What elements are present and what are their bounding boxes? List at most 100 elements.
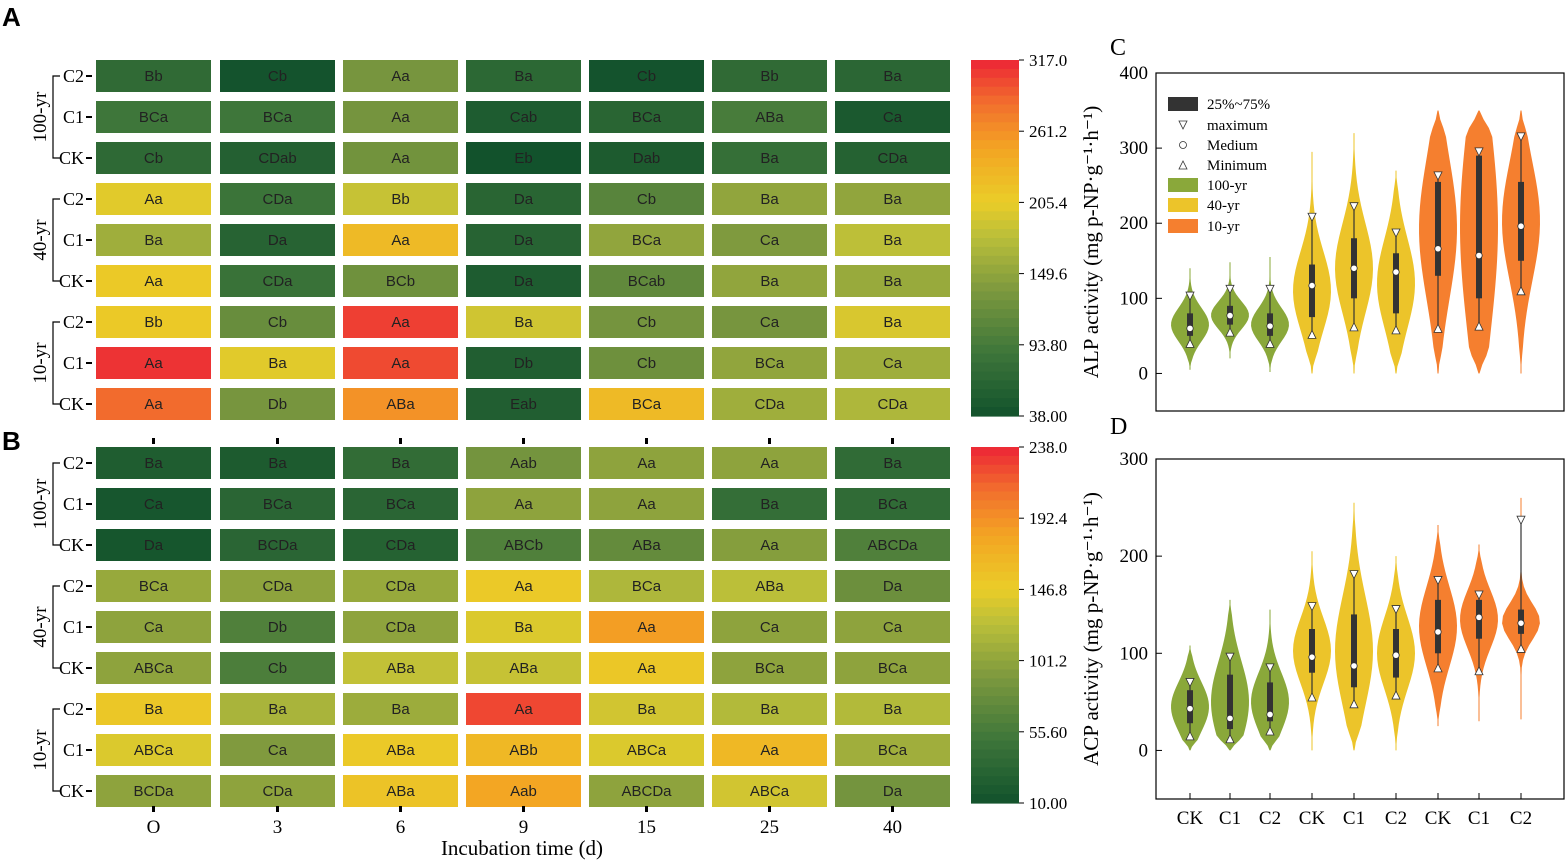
- heatmap-a-cell-label: Da: [514, 191, 534, 208]
- heatmap-b-cell: [220, 652, 335, 684]
- colorbar-a-segment: [971, 309, 1019, 319]
- colorbar-b-segment: [971, 722, 1019, 733]
- panel-letter-a: A: [2, 2, 21, 32]
- heatmap-b-cell-label: Aa: [760, 455, 779, 472]
- heatmap-a-cell-label: Cb: [268, 68, 287, 85]
- heatmap-a-cell-label: Ba: [268, 355, 287, 372]
- legend-label: 40-yr: [1207, 198, 1240, 214]
- colorbar-a-segment: [971, 193, 1019, 203]
- legend-40yr-swatch: [1168, 198, 1198, 212]
- heatmap-a-cell: [96, 347, 211, 379]
- heatmap-b-cell: [220, 447, 335, 479]
- legend-label: maximum: [1207, 118, 1268, 134]
- heatmap-b-cell-label: CDa: [385, 619, 416, 636]
- legend-label: 100-yr: [1207, 178, 1247, 194]
- heatmap-a-group-bracket: [52, 321, 60, 405]
- violin-d-y-tick-label: 100: [1120, 643, 1149, 664]
- heatmap-b-cell: [343, 611, 458, 643]
- colorbar-a-segment: [971, 131, 1019, 141]
- heatmap-a-group-bracket: [52, 198, 60, 282]
- violin-d-median-marker: [1226, 714, 1234, 722]
- violin-c-box: [1309, 264, 1315, 318]
- colorbar-b-segment: [971, 749, 1019, 760]
- heatmap-b-cell-label: Ba: [391, 701, 410, 718]
- violin-c-min-marker: [1391, 324, 1401, 335]
- heatmap-b-cell: [220, 611, 335, 643]
- colorbar-b-tick-label: 101.2: [1029, 652, 1067, 671]
- heatmap-b-cell: [466, 652, 581, 684]
- violin-c-min-marker: [1433, 323, 1443, 333]
- heatmap-b-cell: [712, 652, 827, 684]
- heatmap-b-cell-label: Aa: [637, 455, 656, 472]
- heatmap-a-cell: [589, 347, 704, 379]
- heatmap-b-row-label: CK: [59, 781, 84, 801]
- heatmap-a-cell: [835, 347, 950, 379]
- legend-label: Medium: [1207, 138, 1258, 154]
- heatmap-b-cell: [96, 693, 211, 725]
- heatmap-b-group-label: 10-yr: [30, 729, 51, 771]
- violin-c-median-marker: [1517, 222, 1525, 230]
- colorbar-b-segment: [971, 455, 1019, 466]
- heatmap-b-row-label: C1: [63, 740, 84, 760]
- violin-d-median-marker: [1308, 653, 1316, 661]
- heatmap-a-cell-label: BCa: [632, 396, 662, 413]
- heatmap-b-cell-label: Db: [268, 619, 287, 636]
- heatmap-a-cell: [220, 183, 335, 215]
- heatmap-b-cell-label: BCa: [878, 742, 908, 759]
- legend-box-swatch: [1168, 97, 1198, 111]
- heatmap-a-cell-label: CDa: [262, 273, 293, 290]
- heatmap-a-cell: [220, 224, 335, 256]
- heatmap-a-cell: [835, 142, 950, 174]
- heatmap-b-cell-label: Aa: [637, 660, 656, 677]
- heatmap-a-cell: [589, 183, 704, 215]
- heatmap-b-cell-label: Ba: [883, 455, 902, 472]
- heatmap-b-cell-label: BCa: [755, 660, 785, 677]
- violin-c-max-marker: [1433, 171, 1443, 181]
- violin-d-min-marker: [1265, 726, 1275, 736]
- colorbar-a-segment: [971, 104, 1019, 114]
- colorbar-a-segment: [971, 229, 1019, 239]
- violin-d-x-tick-label: CK: [1425, 808, 1452, 829]
- heatmap-a-cell: [96, 306, 211, 338]
- violin-d-frame: [1155, 458, 1565, 800]
- heatmap-b-cell: [466, 488, 581, 520]
- heatmap-b-cell-label: BCa: [263, 496, 293, 513]
- colorbar-b-segment: [971, 536, 1019, 546]
- heatmap-b-cell-label: BCa: [139, 578, 169, 595]
- heatmap-a-cell-label: Ba: [144, 232, 163, 249]
- heatmap-a-cell-label: Aa: [391, 109, 410, 126]
- heatmap-b-cell: [835, 570, 950, 602]
- colorbar-a-segment: [971, 407, 1019, 417]
- heatmap-b-cell: [589, 611, 704, 643]
- heatmap-b-cell-label: Aa: [637, 619, 656, 636]
- heatmap-b-cell-label: ABa: [386, 783, 415, 800]
- heatmap-a-cell: [466, 388, 581, 420]
- heatmap-b-cell: [835, 488, 950, 520]
- heatmap-b-cell: [343, 652, 458, 684]
- heatmap-b-cell-label: Da: [144, 537, 164, 554]
- heatmap-b-row-label: C1: [63, 617, 84, 637]
- heatmap-b-cell: [343, 734, 458, 766]
- heatmap-b-cell-label: BCa: [878, 496, 908, 513]
- violin-d-max-marker: [1307, 602, 1317, 612]
- legend-100yr-swatch: [1168, 178, 1198, 192]
- colorbar-b-segment: [971, 464, 1019, 475]
- violin-d-max-marker: [1516, 515, 1526, 526]
- colorbar-b-segment: [971, 740, 1019, 751]
- colorbar-b-segment: [971, 518, 1019, 528]
- heatmap-a-cell: [96, 224, 211, 256]
- heatmap-a-cell-label: Aa: [391, 355, 410, 372]
- heatmap-a-cell: [96, 142, 211, 174]
- violin-d-min-marker: [1185, 730, 1195, 741]
- violin-plot-acp: 0 100 200 300 ACP activity (mg p-NP·g⁻¹·h⁻¹)…: [1079, 449, 1565, 829]
- heatmap-a-cell-label: ABa: [386, 396, 415, 413]
- colorbar-a-segment: [971, 398, 1019, 408]
- heatmap-b-cell: [712, 611, 827, 643]
- heatmap-a-cell-label: Bb: [144, 314, 162, 331]
- heatmap-b-cell: [589, 570, 704, 602]
- violin-c-median-marker: [1350, 264, 1358, 272]
- violin-d-median-marker: [1475, 613, 1483, 621]
- violin-d-y-axis-title: ACP activity (mg p-NP·g⁻¹·h⁻¹): [1079, 492, 1103, 766]
- heatmap-a-cell: [343, 142, 458, 174]
- colorbar-a-segment: [971, 389, 1019, 399]
